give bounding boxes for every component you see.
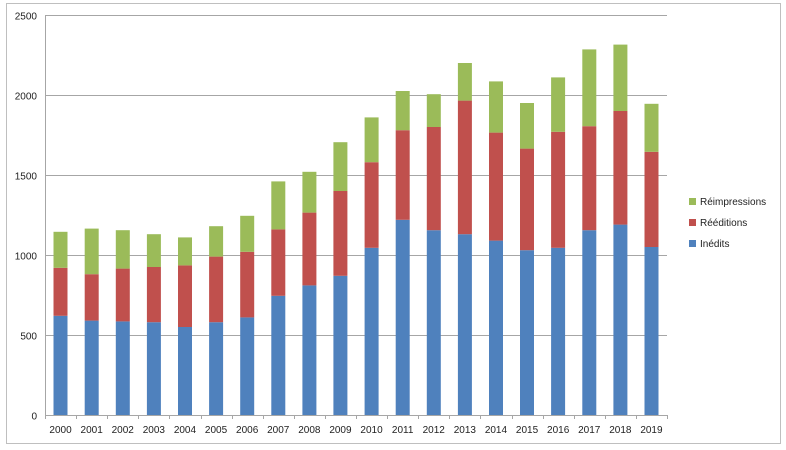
bar-indits-2016: [551, 247, 566, 415]
y-tick-label: 2500: [15, 12, 38, 23]
bar-indits-2003: [146, 322, 161, 415]
bar-indits-2009: [333, 275, 348, 415]
bar-indits-2018: [613, 224, 628, 415]
bar-rditions-2018: [613, 111, 628, 225]
y-axis-ticks: 0 500 1000 1500 2000 2500: [15, 12, 38, 423]
x-tick-label: 2011: [392, 425, 414, 436]
x-tick-label: 2019: [640, 425, 663, 436]
x-tick-label: 2000: [49, 425, 72, 436]
bar-indits-2013: [457, 234, 472, 415]
bar-rimpressions-2002: [115, 230, 130, 269]
bar-indits-2008: [302, 285, 317, 415]
gridlines: [45, 15, 668, 419]
legend-label: Rééditions: [700, 218, 747, 229]
x-tick-label: 2008: [298, 425, 321, 436]
bar-rditions-2013: [457, 100, 472, 235]
legend-label: Inédits: [700, 239, 729, 250]
x-tick-label: 2003: [143, 425, 166, 436]
bar-rditions-2005: [209, 256, 224, 323]
bar-rditions-2012: [426, 127, 441, 231]
bar-rimpressions-2008: [302, 171, 317, 213]
bar-indits-2000: [53, 315, 68, 415]
x-tick-label: 2016: [547, 425, 570, 436]
x-tick-label: 2009: [329, 425, 352, 436]
bar-rimpressions-2007: [271, 181, 286, 230]
bar-rditions-2001: [84, 274, 99, 321]
bar-rimpressions-2005: [209, 226, 224, 257]
y-tick-label: 0: [31, 412, 37, 423]
bar-rimpressions-2006: [240, 215, 255, 252]
bar-indits-2017: [582, 230, 597, 415]
x-axis-ticks: 2000 2001 2002 2003 2004 2005 2006 2007 2008 2009…: [49, 425, 663, 436]
bar-rditions-2007: [271, 229, 286, 296]
bar-rditions-2016: [551, 131, 566, 248]
bar-rditions-2000: [53, 267, 68, 316]
bar-indits-2004: [178, 327, 192, 415]
bar-indits-2002: [115, 321, 130, 415]
bar-rimpressions-2012: [426, 94, 441, 127]
bar-rditions-2011: [395, 130, 410, 220]
bar-rimpressions-2018: [613, 44, 628, 111]
bar-indits-2010: [364, 247, 379, 415]
bar-indits-2014: [489, 240, 503, 415]
y-tick-label: 1000: [15, 252, 38, 263]
bar-rimpressions-2013: [457, 63, 472, 101]
bar-rimpressions-2004: [178, 237, 192, 266]
x-tick-label: 2015: [516, 425, 539, 436]
x-tick-label: 2005: [205, 425, 228, 436]
x-tick-label: 2013: [454, 425, 477, 436]
legend-swatch-indits: [689, 240, 696, 247]
x-tick-label: 2018: [609, 425, 632, 436]
bar-rimpressions-2011: [395, 91, 410, 131]
bar-rimpressions-2019: [644, 103, 659, 152]
y-tick-label: 2000: [15, 92, 38, 103]
bar-rditions-2006: [240, 251, 255, 318]
bar-indits-2015: [520, 250, 534, 415]
bar-rditions-2015: [520, 148, 534, 251]
bar-rimpressions-2000: [53, 231, 68, 268]
bar-rditions-2008: [302, 212, 317, 286]
bar-rimpressions-2016: [551, 77, 566, 132]
bar-rditions-2010: [364, 162, 379, 248]
bar-rimpressions-2015: [520, 103, 534, 149]
bar-indits-2019: [644, 247, 659, 415]
bar-indits-2005: [209, 322, 224, 415]
x-tick-label: 2017: [578, 425, 601, 436]
bar-indits-2007: [271, 295, 286, 415]
x-tick-label: 2014: [485, 425, 508, 436]
bar-rditions-2002: [115, 268, 130, 322]
x-tick-label: 2004: [174, 425, 197, 436]
bar-rditions-2004: [178, 265, 192, 327]
bar-rimpressions-2003: [146, 234, 161, 267]
bar-rditions-2003: [146, 267, 161, 323]
y-tick-label: 500: [20, 332, 37, 343]
bar-rimpressions-2009: [333, 142, 348, 191]
bar-indits-2012: [426, 230, 441, 415]
bar-rditions-2014: [489, 132, 503, 241]
x-tick-label: 2012: [423, 425, 446, 436]
bar-indits-2006: [240, 317, 255, 415]
bar-rimpressions-2014: [489, 81, 503, 133]
bar-rditions-2009: [333, 191, 348, 276]
x-tick-label: 2001: [81, 425, 104, 436]
bar-rditions-2017: [582, 126, 597, 231]
bar-rditions-2019: [644, 151, 659, 247]
x-tick-label: 2010: [360, 425, 383, 436]
bar-indits-2011: [395, 219, 410, 415]
bar-rimpressions-2001: [84, 228, 99, 275]
legend-swatch-rditions: [689, 219, 696, 226]
bar-rimpressions-2010: [364, 117, 379, 163]
legend: Réimpressions Rééditions Inédits: [689, 197, 766, 250]
x-tick-label: 2002: [112, 425, 135, 436]
bar-rimpressions-2017: [582, 49, 597, 127]
legend-swatch-rimpressions: [689, 198, 696, 205]
bar-indits-2001: [84, 320, 99, 415]
x-tick-label: 2007: [267, 425, 290, 436]
legend-label: Réimpressions: [700, 197, 766, 208]
x-tick-label: 2006: [236, 425, 259, 436]
y-tick-label: 1500: [15, 172, 38, 183]
bars: [53, 44, 659, 415]
